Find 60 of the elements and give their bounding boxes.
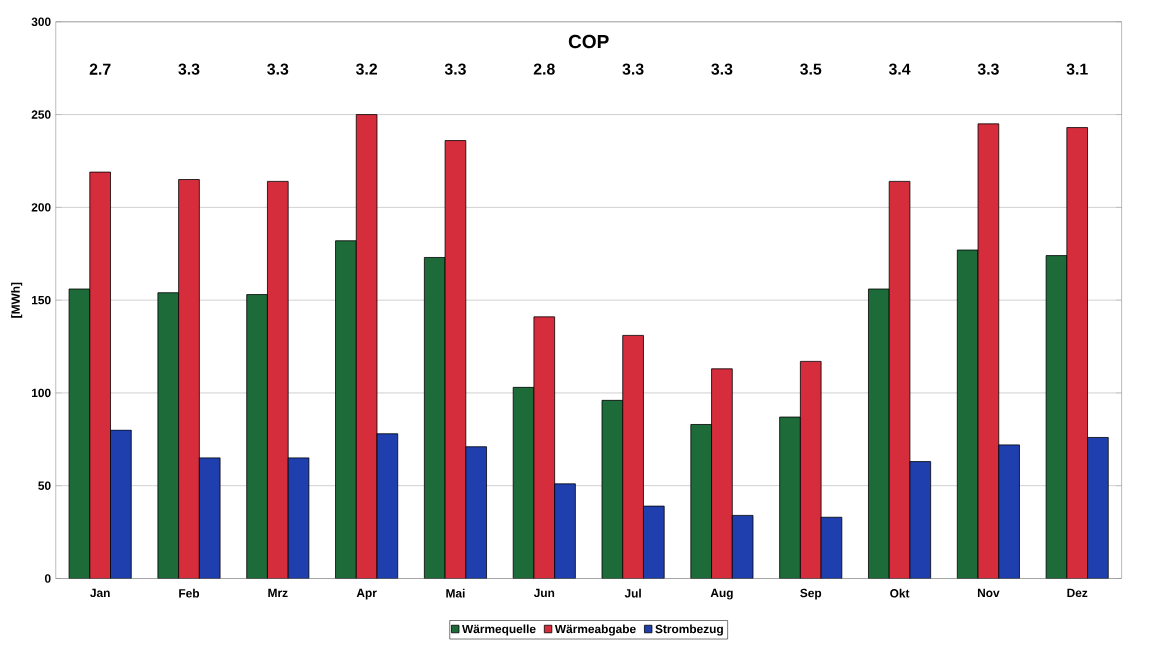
y-tick-label: 300 bbox=[31, 17, 51, 27]
annotation: 3.3 bbox=[711, 63, 733, 75]
y-tick-label: 250 bbox=[31, 110, 51, 119]
annotation: 3.3 bbox=[622, 63, 644, 75]
annotation: 3.2 bbox=[355, 63, 378, 75]
y-axis-title: [MWh] bbox=[11, 282, 23, 318]
annotation: 3.5 bbox=[800, 63, 822, 75]
y-tick-label: 0 bbox=[44, 574, 51, 583]
bar bbox=[512, 387, 535, 579]
y-tick-label: 200 bbox=[31, 203, 51, 212]
y-tick-label: 100 bbox=[32, 388, 51, 398]
bar bbox=[335, 240, 357, 579]
bar bbox=[287, 457, 310, 579]
bar bbox=[601, 400, 624, 579]
bar bbox=[956, 249, 979, 579]
y-tick-label: 50 bbox=[38, 481, 51, 491]
x-tick-label: Jul bbox=[624, 588, 641, 598]
x-tick-label: Apr bbox=[356, 588, 377, 600]
legend-label: Strombezug bbox=[655, 624, 723, 636]
annotation: COP bbox=[568, 34, 609, 49]
x-tick-label: Feb bbox=[179, 588, 200, 598]
x-tick-label: Mrz bbox=[268, 588, 288, 598]
bar bbox=[246, 294, 268, 579]
annotation: 3.1 bbox=[1066, 63, 1088, 75]
annotation: 2.7 bbox=[89, 63, 111, 75]
x-tick-label: Okt bbox=[890, 588, 910, 598]
legend-label: Wärmeabgabe bbox=[554, 624, 636, 636]
bar bbox=[198, 457, 221, 579]
bar bbox=[820, 516, 843, 579]
annotation: 3.4 bbox=[888, 63, 911, 75]
bar bbox=[110, 429, 132, 579]
bar bbox=[690, 424, 712, 579]
bar bbox=[909, 461, 932, 579]
bar bbox=[1087, 437, 1109, 579]
x-tick-label: Sep bbox=[800, 588, 822, 600]
bar bbox=[1045, 255, 1068, 579]
bar bbox=[998, 444, 1020, 579]
bar bbox=[465, 446, 487, 579]
legend-label: Wärmequelle bbox=[462, 624, 536, 636]
y-tick-label: 150 bbox=[32, 296, 51, 305]
bar bbox=[779, 416, 801, 579]
x-tick-label: Aug bbox=[710, 588, 733, 600]
annotation: 3.3 bbox=[267, 63, 289, 75]
x-tick-label: Dez bbox=[1067, 588, 1088, 598]
bar bbox=[376, 433, 399, 579]
bar bbox=[643, 505, 665, 579]
bar bbox=[731, 515, 754, 579]
annotation: 3.3 bbox=[977, 63, 999, 75]
bar bbox=[423, 257, 446, 579]
x-tick-label: Jun bbox=[533, 588, 555, 598]
x-tick-label: Jan bbox=[90, 588, 110, 598]
bar bbox=[554, 483, 576, 579]
x-tick-label: Nov bbox=[977, 588, 1000, 598]
bar bbox=[868, 288, 890, 579]
annotation: 3.3 bbox=[444, 63, 466, 75]
bar bbox=[157, 292, 180, 579]
bar bbox=[68, 288, 91, 579]
x-tick-label: Mai bbox=[446, 588, 465, 598]
annotation: 3.3 bbox=[178, 63, 200, 75]
annotation: 2.8 bbox=[533, 63, 555, 75]
